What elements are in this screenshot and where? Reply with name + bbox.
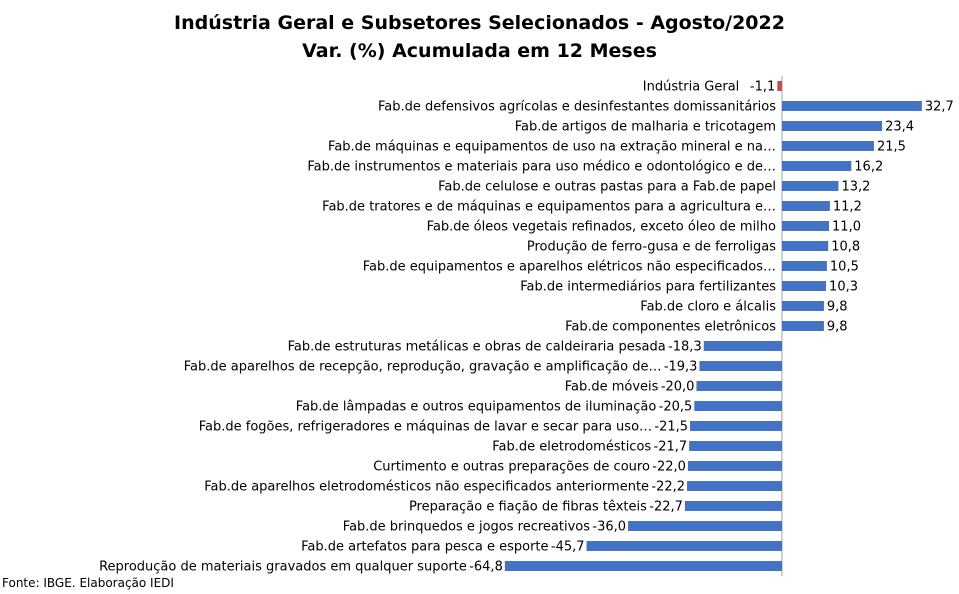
data-label: 11,0 (832, 220, 861, 235)
bar (782, 121, 883, 131)
chart-title: Indústria Geral e Subsetores Selecionado… (174, 12, 785, 34)
data-label: -22,0 (652, 460, 686, 475)
bar (782, 221, 830, 231)
data-label: -22,7 (649, 500, 683, 515)
bar (504, 561, 782, 571)
data-label: -1,1 (750, 80, 775, 95)
category-label: Fab.de móveis (565, 380, 659, 395)
data-label: 23,4 (885, 120, 914, 135)
data-label: 21,5 (877, 140, 906, 155)
chart-subtitle: Var. (%) Acumulada em 12 Meses (302, 40, 657, 62)
bar (687, 481, 782, 491)
bar (777, 81, 782, 91)
bar (696, 381, 782, 391)
category-label: Fab.de aparelhos eletrodomésticos não es… (204, 480, 649, 495)
bar (782, 181, 839, 191)
category-label: Fab.de máquinas e equipamentos de uso na… (328, 140, 776, 155)
category-label: Fab.de lâmpadas e outros equipamentos de… (296, 400, 657, 415)
data-label: -45,7 (551, 540, 585, 555)
data-label: -36,0 (592, 520, 626, 535)
category-label: Fab.de intermediários para fertilizantes (520, 280, 776, 295)
data-label: 10,3 (829, 280, 858, 295)
bar (782, 321, 824, 331)
category-label: Fab.de óleos vegetais refinados, exceto … (427, 220, 776, 235)
bar (782, 261, 827, 271)
category-label: Fab.de tratores e de máquinas e equipame… (322, 200, 776, 215)
bar (684, 501, 782, 511)
data-label: -19,3 (664, 360, 698, 375)
data-label: 13,2 (841, 180, 870, 195)
data-label: -18,3 (668, 340, 702, 355)
category-label: Produção de ferro-gusa e de ferroligas (527, 240, 776, 255)
bar (782, 301, 824, 311)
data-label: -21,5 (654, 420, 688, 435)
bar (690, 421, 782, 431)
data-label: 32,7 (925, 100, 954, 115)
bar (689, 441, 782, 451)
data-label: -20,5 (659, 400, 693, 415)
bar (586, 541, 782, 551)
bar (687, 461, 782, 471)
category-label: Indústria Geral (643, 80, 739, 95)
bar (782, 101, 922, 111)
data-label: 11,2 (833, 200, 862, 215)
data-label: 9,8 (827, 320, 848, 335)
category-label: Fab.de defensivos agrícolas e desinfesta… (378, 100, 776, 115)
bar (782, 281, 827, 291)
source-note: Fonte: IBGE. Elaboração IEDI (2, 576, 174, 590)
data-label: -22,2 (651, 480, 685, 495)
category-label: Fab.de artigos de malharia e tricotagem (515, 120, 776, 135)
data-label: 16,2 (854, 160, 883, 175)
category-label: Fab.de eletrodomésticos (492, 440, 651, 455)
data-label: -20,0 (661, 380, 695, 395)
category-label: Fab.de instrumentos e materiais para uso… (307, 160, 776, 175)
data-label: 10,5 (830, 260, 859, 275)
category-label: Fab.de celulose e outras pastas para a F… (438, 180, 776, 195)
bar (782, 201, 830, 211)
data-label: -21,7 (654, 440, 688, 455)
category-label: Fab.de cloro e álcalis (640, 300, 776, 315)
bar (703, 341, 782, 351)
bar (782, 161, 852, 171)
category-label: Preparação e fiação de fibras têxteis (409, 500, 647, 515)
bar (699, 361, 782, 371)
category-label: Reprodução de materiais gravados em qual… (99, 560, 467, 575)
data-label: 10,8 (831, 240, 860, 255)
category-label: Fab.de artefatos para pesca e esporte (301, 540, 548, 555)
bar (694, 401, 782, 411)
data-label: -64,8 (469, 560, 503, 575)
category-label: Fab.de fogões, refrigeradores e máquinas… (199, 420, 652, 435)
data-label: 9,8 (827, 300, 848, 315)
category-label: Fab.de equipamentos e aparelhos elétrico… (363, 260, 776, 275)
bar (782, 241, 829, 251)
bar (782, 141, 874, 151)
category-label: Fab.de estruturas metálicas e obras de c… (288, 340, 666, 355)
bar (628, 521, 782, 531)
category-label: Fab.de brinquedos e jogos recreativos (343, 520, 590, 535)
category-label: Fab.de componentes eletrônicos (565, 320, 776, 335)
category-label: Fab.de aparelhos de recepção, reprodução… (184, 360, 662, 375)
category-label: Curtimento e outras preparações de couro (373, 460, 650, 475)
